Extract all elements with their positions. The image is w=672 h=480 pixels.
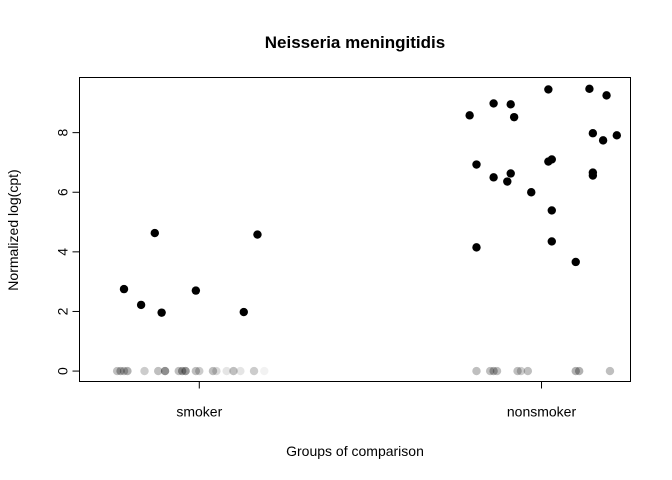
data-point-nonsmoker <box>612 131 622 140</box>
zero-point-smoker <box>191 366 201 376</box>
zero-point-nonsmoker <box>516 366 526 376</box>
data-point-smoker <box>239 307 248 317</box>
data-point-smoker <box>191 286 201 295</box>
zero-point-smoker <box>123 366 132 376</box>
zero-point-smoker <box>112 366 122 376</box>
zero-point-nonsmoker <box>485 366 495 376</box>
data-point-nonsmoker <box>506 100 515 109</box>
x-tick-label-nonsmoker: nonsmoker <box>507 404 577 420</box>
data-point-nonsmoker <box>465 111 474 120</box>
zero-point-smoker <box>229 366 238 376</box>
data-point-nonsmoker <box>472 243 481 252</box>
data-point-nonsmoker <box>602 91 611 100</box>
y-tick-label: 6 <box>55 188 71 196</box>
zero-point-smoker <box>160 366 170 376</box>
data-point-nonsmoker <box>585 84 594 94</box>
zero-point-nonsmoker <box>571 366 580 376</box>
zero-point-nonsmoker <box>492 366 502 376</box>
zero-point-smoker <box>208 366 218 376</box>
y-tick-label: 0 <box>55 367 71 375</box>
zero-point-smoker <box>212 366 221 376</box>
data-point-smoker <box>253 230 262 239</box>
data-point-nonsmoker <box>547 155 556 164</box>
y-tick-label: 8 <box>55 129 71 137</box>
zero-point-nonsmoker <box>513 366 522 376</box>
data-point-nonsmoker <box>544 85 553 94</box>
zero-point-smoker <box>177 366 187 376</box>
zero-point-nonsmoker <box>523 366 533 376</box>
x-tick-label-smoker: smoker <box>176 404 222 420</box>
data-point-nonsmoker <box>503 177 512 186</box>
data-point-nonsmoker <box>588 129 598 138</box>
data-point-nonsmoker <box>489 99 498 108</box>
zero-point-smoker <box>160 366 170 376</box>
zero-point-smoker <box>236 366 245 376</box>
zero-point-nonsmoker <box>489 366 498 376</box>
data-point-smoker <box>119 284 129 294</box>
data-point-nonsmoker <box>588 171 598 180</box>
zero-point-smoker <box>249 366 259 376</box>
y-axis: 0 2 4 6 8 <box>55 129 80 375</box>
zero-point-nonsmoker <box>574 366 584 376</box>
data-points <box>112 84 622 376</box>
zero-point-nonsmoker <box>605 366 615 376</box>
chart-title: Neisseria meningitidis <box>265 33 445 52</box>
data-point-nonsmoker <box>598 136 608 145</box>
data-point-nonsmoker <box>506 169 515 178</box>
y-axis-label: Normalized log(cpt) <box>5 169 21 290</box>
data-point-nonsmoker <box>489 173 498 182</box>
zero-point-smoker <box>222 366 231 376</box>
y-tick-label: 2 <box>55 307 71 315</box>
data-point-nonsmoker <box>472 160 481 169</box>
zero-point-smoker <box>116 366 125 376</box>
zero-point-smoker <box>260 366 269 376</box>
zero-point-smoker <box>181 366 190 376</box>
data-point-nonsmoker <box>547 237 556 246</box>
zero-point-smoker <box>174 366 183 376</box>
zero-point-nonsmoker <box>472 366 481 376</box>
zero-point-smoker <box>195 366 204 376</box>
data-point-nonsmoker <box>509 112 519 122</box>
y-tick-label: 4 <box>55 248 71 256</box>
zero-point-smoker <box>119 366 129 376</box>
x-axis-label: Groups of comparison <box>286 443 424 459</box>
data-point-smoker <box>157 308 166 317</box>
data-point-smoker <box>136 300 146 310</box>
zero-point-smoker <box>154 366 163 376</box>
zero-point-smoker <box>140 366 149 376</box>
data-point-smoker <box>150 228 159 238</box>
data-point-nonsmoker <box>527 188 536 197</box>
data-point-nonsmoker <box>571 257 580 267</box>
data-point-nonsmoker <box>547 206 556 215</box>
plot-area <box>79 77 631 382</box>
x-axis: smoker nonsmoker <box>176 381 577 420</box>
